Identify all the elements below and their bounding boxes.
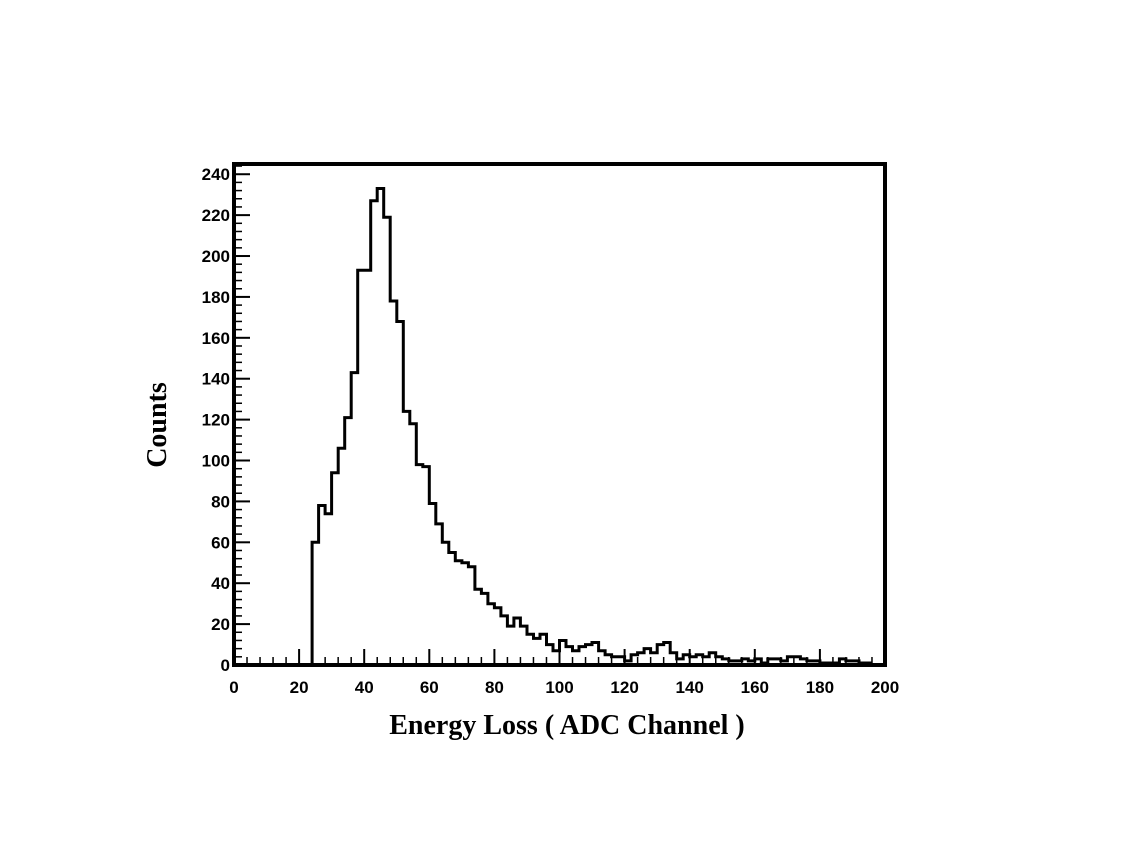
y-tick-label: 0: [221, 656, 230, 675]
x-tick-label: 160: [741, 678, 769, 697]
x-tick-label: 140: [676, 678, 704, 697]
y-tick-label: 80: [211, 492, 230, 511]
y-tick-label: 200: [202, 247, 230, 266]
x-tick-label: 200: [871, 678, 899, 697]
x-tick-label: 20: [290, 678, 309, 697]
y-tick-label: 20: [211, 615, 230, 634]
y-tick-label: 60: [211, 533, 230, 552]
y-tick-label: 100: [202, 452, 230, 471]
y-tick-label: 120: [202, 411, 230, 430]
x-axis-title: Energy Loss ( ADC Channel ): [389, 710, 744, 741]
x-tick-label: 100: [545, 678, 573, 697]
y-tick-label: 40: [211, 574, 230, 593]
y-axis-title: Counts: [142, 382, 173, 468]
plot-frame: [232, 162, 887, 667]
x-tick-label: 180: [806, 678, 834, 697]
x-tick-label: 40: [355, 678, 374, 697]
x-tick-labels: 0 20 40 60 80 100 120 140 160 180 200: [229, 678, 899, 697]
y-tick-label: 220: [202, 206, 230, 225]
x-tick-label: 0: [229, 678, 238, 697]
y-tick-labels: 0 20 40 60 80 100 120 140 160 180 200 220 240: [202, 165, 230, 675]
x-tick-label: 60: [420, 678, 439, 697]
y-tick-label: 140: [202, 370, 230, 389]
x-tick-label: 120: [610, 678, 638, 697]
y-tick-label: 240: [202, 165, 230, 184]
y-tick-label: 180: [202, 288, 230, 307]
y-tick-label: 160: [202, 329, 230, 348]
histogram-series: [310, 187, 872, 665]
x-tick-label: 80: [485, 678, 504, 697]
